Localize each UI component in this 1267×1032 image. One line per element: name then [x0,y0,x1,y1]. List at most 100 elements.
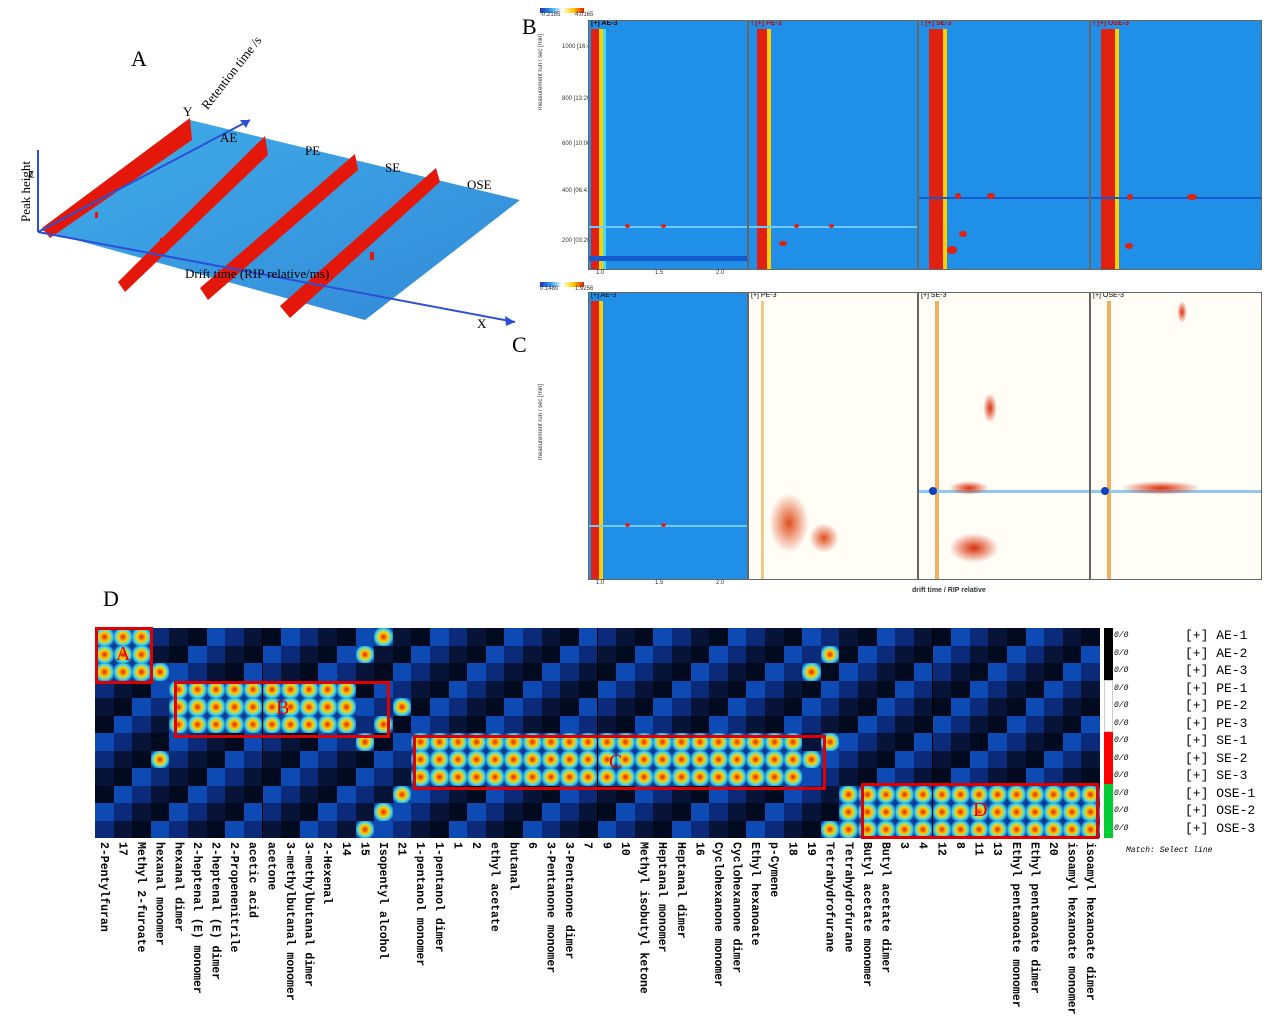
heatmap-cell [206,768,226,786]
heatmap-cell [932,628,952,646]
heatmap-cell [1006,803,1026,821]
x-axis-label: X [477,316,487,331]
heatmap-cell [336,785,356,803]
heatmap-cell [969,680,989,698]
heatmap-cell [1081,715,1100,733]
row-legend-item[interactable]: [+] OSE-2 [1185,803,1256,818]
heatmap-cell [318,698,337,716]
heatmap-cell [504,750,524,768]
heatmap-cell [690,750,710,768]
heatmap-cell [578,820,598,838]
heatmap-cell [578,768,598,786]
heatmap-cell [765,715,784,733]
row-value: 0/0 [1114,718,1129,728]
heatmap-cell [913,750,933,768]
heatmap-cell [467,715,486,733]
heatmap-cell [262,750,282,768]
heatmap-cell [671,628,691,646]
heatmap-cell [802,820,821,838]
y-axis-label: Y [183,104,193,119]
heatmap-cell [132,628,151,646]
heatmap-cell [671,715,691,733]
heatmap-cell [299,715,319,733]
heatmap-cell [839,698,859,716]
compound-label: 2-Propenenitrile [227,842,241,953]
heatmap-cell [727,768,747,786]
heatmap-cell [671,750,691,768]
heatmap-cell [653,680,672,698]
heatmap-cell [225,768,244,786]
heatmap-cell [1062,698,1082,716]
heatmap-cell [895,680,914,698]
row-legend-item[interactable]: [+] OSE-1 [1185,785,1256,801]
heatmap-cell [150,803,170,821]
cluster-box-b [174,681,390,738]
heatmap-cell [262,785,282,803]
heatmap-cell [1044,803,1063,821]
heatmap-cell [616,663,635,681]
heatmap-cell [411,803,430,821]
panel-b-ytick: 600 [10:00] [562,141,593,147]
heatmap-cell [597,750,617,768]
heatmap-cell [951,645,970,663]
heatmap-cell [485,715,505,733]
row-legend-item[interactable]: [+] AE-3 [1185,663,1248,678]
row-legend-item[interactable]: [+] SE-2 [1185,750,1248,766]
panel-c-colorscale [540,282,584,287]
panel-c-x-axis-label: drift time / RIP relative [912,587,986,594]
heatmap-cell [876,628,896,646]
row-value: 0/0 [1114,683,1129,693]
panel-b-xtick: 2.0 [716,270,725,276]
heatmap-cell [690,803,710,821]
heatmap-cell [467,680,486,698]
heatmap-cell [150,663,170,681]
row-legend-item[interactable]: [+] PE-3 [1185,715,1248,731]
heatmap-cell [281,803,300,821]
heatmap-cell [374,768,393,786]
heatmap-cell [113,785,133,803]
heatmap-cell [355,698,375,716]
heatmap-cell [95,663,114,681]
row-legend-item[interactable]: [+] PE-2 [1185,698,1248,713]
heatmap-cell [1062,663,1082,681]
heatmap-cell [876,663,896,681]
heatmap-cell [392,698,412,716]
row-legend-item[interactable]: [+] AE-2 [1185,645,1248,661]
heatmap-cell [318,663,337,681]
heatmap-cell [467,663,486,681]
heatmap-cell [1025,663,1045,681]
row-legend-item[interactable]: [+] OSE-3 [1185,820,1256,836]
heatmap-cell [523,698,542,716]
heatmap-cell [467,698,486,716]
row-legend-item[interactable]: [+] AE-1 [1185,628,1248,643]
heatmap-cell [243,628,263,646]
heatmap-cell [895,750,914,768]
heatmap-cell [262,698,282,716]
heatmap-cell [820,680,840,698]
heatmap-cell [206,750,226,768]
row-value: 0/0 [1114,701,1129,710]
row-legend-item[interactable]: [+] SE-3 [1185,768,1248,783]
compound-label: 20 [1045,842,1059,856]
row-value: 0/0 [1114,771,1129,780]
row-value: 0/0 [1114,753,1129,763]
heatmap-cell [765,803,784,821]
heatmap-cell [858,733,877,751]
heatmap-cell [783,768,803,786]
row-value: 0/0 [1114,806,1129,815]
row-legend-item[interactable]: [+] SE-1 [1185,733,1248,748]
heatmap-cell [820,803,840,821]
sample-label-ae: AE [220,130,238,145]
heatmap-cell [1081,820,1100,838]
heatmap-cell [374,785,393,803]
heatmap-cell [634,820,654,838]
heatmap-cell [951,750,970,768]
heatmap-cell [113,628,133,646]
row-legend-item[interactable]: [+] PE-1 [1185,680,1248,696]
heatmap-cell [132,715,151,733]
compound-label: hexanal dimer [171,842,185,932]
heatmap-cell [336,715,356,733]
heatmap-cell [504,680,524,698]
match-select-line[interactable]: Match: Select line [1126,846,1213,855]
heatmap-cell [560,698,579,716]
